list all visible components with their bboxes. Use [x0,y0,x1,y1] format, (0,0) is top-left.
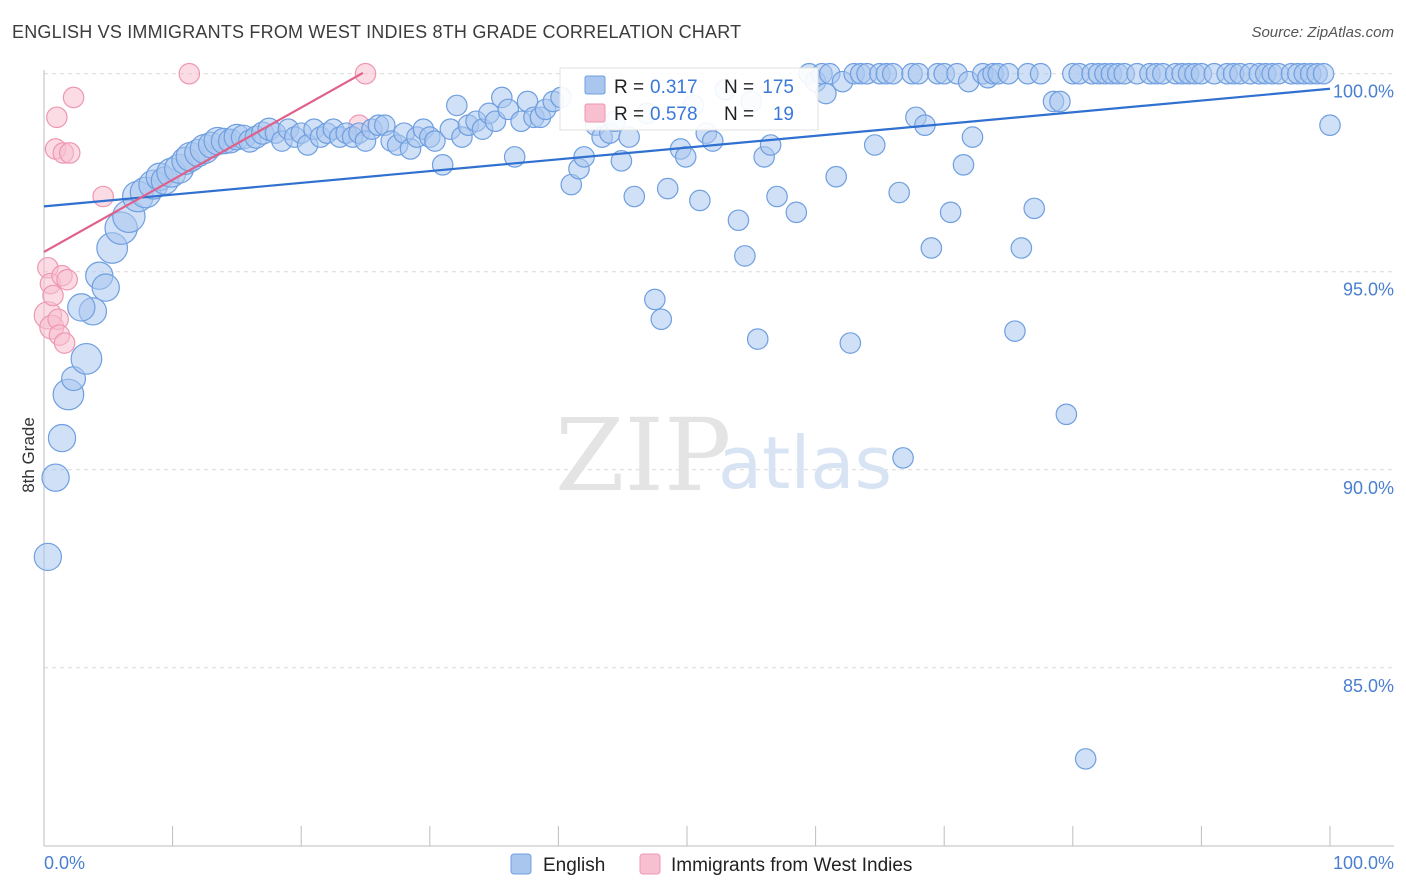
legend-english-label[interactable]: English [543,855,605,876]
english-point [644,288,666,311]
english-point [997,62,1020,85]
english-point [701,130,724,152]
english-point [785,201,808,224]
english-point [1029,62,1052,85]
y-tick-label: 90.0% [1343,478,1394,498]
english-r-value: 0.317 [650,77,698,98]
english-point [825,165,847,188]
english-point [1312,62,1335,85]
english-point [746,328,769,350]
watermark-atlas: atlas [718,421,892,505]
west-indies-point [56,268,78,291]
west-indies-r-label: R = [614,104,644,125]
english-point [766,185,788,208]
english-point [1004,320,1026,342]
gridlines [44,73,1394,669]
west-indies-point [92,185,114,208]
legend-west-indies-swatch[interactable] [639,853,661,875]
english-point [907,62,930,85]
west-indies-point [42,284,64,307]
english-point [623,185,646,208]
watermark: ZIP atlas [555,397,892,514]
west-indies-point [178,62,201,85]
english-point [759,134,782,156]
west-indies-n-label: N = [724,104,754,125]
english-point [656,177,679,200]
english-point [610,150,633,172]
west-indies-point [62,86,85,109]
west-indies-swatch [584,103,606,123]
english-point [91,273,120,302]
y-tick-label: 85.0% [1343,676,1394,696]
english-point [689,189,711,212]
english-point [650,308,673,331]
west-indies-point [354,62,377,85]
west-indies-n-value: 19 [773,104,794,125]
english-point [41,463,70,492]
english-point [881,62,904,85]
x-tick-label-min: 0.0% [44,853,85,873]
english-point [1319,114,1341,137]
y-tick-label: 95.0% [1343,280,1394,300]
west-indies-trendline [43,71,364,253]
y-tick-labels: 100.0% 95.0% 90.0% 85.0% [1333,82,1394,696]
english-point [961,126,984,148]
west-indies-r-value: 0.578 [650,104,698,125]
trendlines [43,71,1331,253]
english-point [33,542,63,572]
english-point [727,209,750,232]
west-indies-point [46,106,68,129]
english-point [888,181,910,204]
x-ticks [43,826,1331,846]
english-point [1010,237,1033,259]
english-point [1049,90,1071,113]
english-point [431,154,454,176]
english-point [70,342,103,375]
stats-legend: R = 0.317 N = 175 R = 0.578 N = 19 [559,67,819,131]
english-point [734,245,756,267]
english-point [674,146,697,168]
english-point [1074,748,1097,770]
axes [43,70,1394,847]
english-n-value: 175 [762,77,794,98]
english-point [1023,197,1046,220]
english-r-label: R = [614,77,644,98]
english-point [1055,403,1078,426]
english-swatch [584,75,606,95]
english-point [952,154,975,176]
west-indies-point [58,142,81,164]
watermark-zip: ZIP [555,397,731,514]
english-n-label: N = [724,77,754,98]
english-point [446,94,468,117]
series-legend: English Immigrants from West Indies [510,853,912,876]
english-point [424,130,446,152]
west-indies-point [53,332,76,354]
english-point [839,332,862,354]
english-point [47,423,77,453]
y-tick-label: 100.0% [1333,82,1394,102]
y-axis-label: 8th Grade [19,417,38,493]
x-tick-label-max: 100.0% [1333,853,1394,873]
english-point [892,447,914,469]
legend-english-swatch[interactable] [510,853,532,875]
chart-title: ENGLISH VS IMMIGRANTS FROM WEST INDIES 8… [12,22,742,42]
legend-west-indies-label[interactable]: Immigrants from West Indies [671,855,912,876]
english-point [67,293,96,322]
english-point [920,237,943,259]
english-point [863,134,886,156]
english-point [939,201,962,224]
english-trendline [43,87,1331,208]
source-credit[interactable]: Source: ZipAtlas.com [1251,24,1394,41]
